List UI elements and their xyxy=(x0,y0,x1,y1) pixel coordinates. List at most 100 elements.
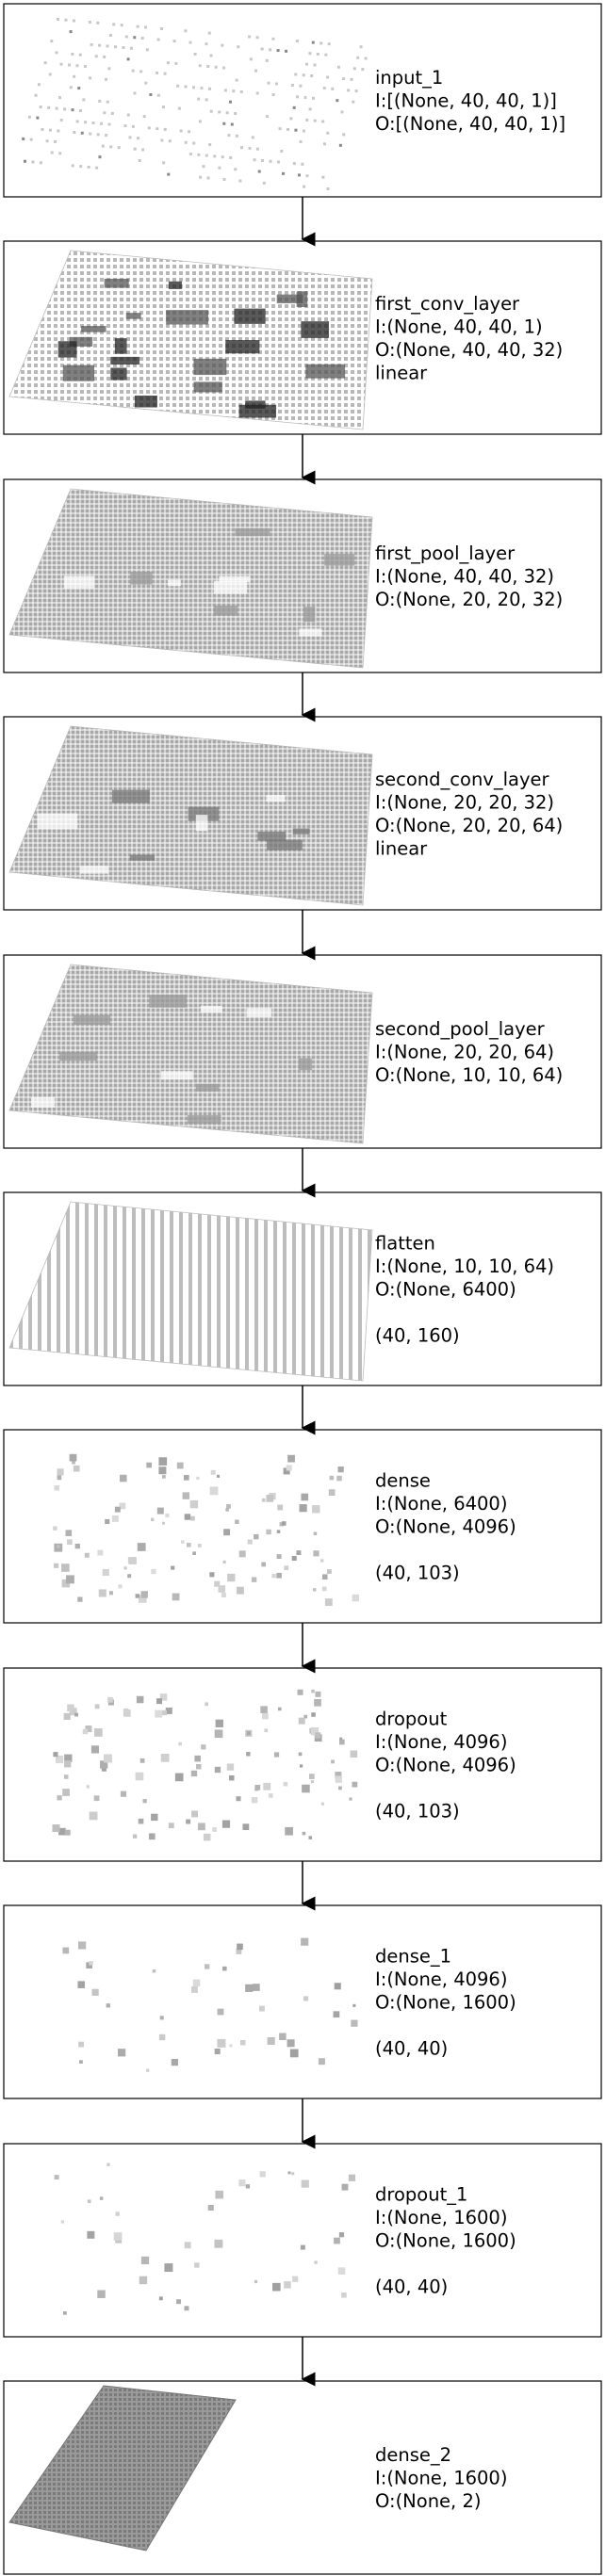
activation-cell xyxy=(206,176,210,180)
activation-cell xyxy=(310,74,314,77)
activation-cell xyxy=(191,1985,198,1993)
activation-cell xyxy=(291,2172,295,2176)
activation-cell xyxy=(134,395,157,408)
activation-cell xyxy=(209,1572,215,1578)
activation-cell xyxy=(50,151,54,154)
activation-cell xyxy=(60,2220,65,2224)
activation-cell xyxy=(98,99,102,103)
activation-cell xyxy=(95,166,99,170)
activation-cell xyxy=(63,1774,69,1779)
activation-cell xyxy=(34,93,38,97)
activation-cell xyxy=(79,165,83,169)
activation-cell xyxy=(74,1712,79,1717)
activation-cell xyxy=(39,105,42,109)
activation-cell xyxy=(251,136,254,139)
layer-detail: O:(None, 1600) xyxy=(375,1992,516,2014)
activation-cell xyxy=(327,42,331,46)
activation-cell xyxy=(96,133,100,137)
activation-cell xyxy=(155,1709,163,1718)
activation-cell xyxy=(238,2179,246,2187)
activation-cell xyxy=(168,281,182,289)
activation-cell xyxy=(182,1492,190,1499)
activation-cell xyxy=(336,99,339,103)
activation-cell xyxy=(90,42,93,46)
activation-cell xyxy=(158,1457,168,1466)
activation-cell xyxy=(189,1499,199,1509)
layer-panel: second_pool_layer I:(None, 20, 20, 64) O:(… xyxy=(3,954,602,1149)
activation-cell xyxy=(131,69,135,73)
activation-cell xyxy=(328,1489,336,1496)
layer-label: dropout_1 I:(None, 1600) O:(None, 1600) (40… xyxy=(375,2184,516,2298)
activation-cell xyxy=(302,129,305,133)
layer-name: dropout xyxy=(375,1709,448,1730)
activation-cell xyxy=(65,1530,73,1536)
activation-cell xyxy=(335,1772,342,1779)
activation-cell xyxy=(254,69,257,73)
activation-cell xyxy=(188,41,192,44)
activation-cell xyxy=(213,154,217,158)
activation-cell xyxy=(112,23,116,26)
activation-cell xyxy=(283,1781,288,1787)
activation-cell xyxy=(246,1730,252,1736)
layer-detail: O:(None, 2) xyxy=(375,2490,481,2512)
activation-cell xyxy=(27,115,31,119)
activation-cell xyxy=(184,2306,189,2311)
activation-cell xyxy=(101,1766,106,1772)
activation-cell xyxy=(320,1559,324,1563)
activation-cell xyxy=(276,49,280,53)
layer-detail: O:(None, 4096) xyxy=(375,1755,516,1776)
activation-cell xyxy=(90,1745,100,1754)
activation-cell xyxy=(184,140,188,144)
activation-cell xyxy=(339,1737,343,1741)
activation-cell xyxy=(23,159,26,163)
activation-cell xyxy=(125,313,141,319)
activation-cell xyxy=(171,2058,178,2066)
activation-cell xyxy=(221,1592,226,1598)
activation-cell xyxy=(237,45,240,49)
activation-cell xyxy=(107,122,111,126)
activation-cell xyxy=(338,143,342,147)
activation-cell xyxy=(117,146,121,150)
activation-cell xyxy=(71,52,74,56)
activation-cell xyxy=(104,278,129,288)
activation-cell xyxy=(64,1829,71,1836)
activation-cell xyxy=(352,67,356,71)
activation-cell xyxy=(263,1782,271,1790)
activation-cell xyxy=(120,1790,127,1797)
activation-cell xyxy=(226,1763,235,1771)
activation-cell xyxy=(301,162,304,166)
activation-cell xyxy=(238,179,242,183)
activation-cell xyxy=(249,57,253,61)
activation-cell xyxy=(129,46,133,50)
activation-cell xyxy=(105,1518,110,1525)
activation-cell xyxy=(97,1549,104,1556)
layer-panel: second_conv_layer I:(None, 20, 20, 32) O:(… xyxy=(3,716,602,911)
activation-cell xyxy=(144,25,148,29)
activation-cell xyxy=(341,2183,349,2191)
activation-cell xyxy=(300,2244,305,2250)
layer-name: dense_2 xyxy=(375,2444,451,2466)
activation-cell xyxy=(108,33,112,37)
activation-cell xyxy=(127,1574,132,1579)
activation-cell xyxy=(98,155,102,159)
activation-cell xyxy=(78,53,82,57)
activation-cell xyxy=(298,1752,303,1757)
activation-cell xyxy=(156,127,159,131)
activation-cell xyxy=(214,1729,223,1739)
layer-name: first_pool_layer xyxy=(375,543,516,564)
layer-panel: first_conv_layer I:(None, 40, 40, 1) O:(No… xyxy=(3,240,602,435)
activation-cell xyxy=(109,145,113,149)
activation-cell xyxy=(258,2005,265,2012)
activation-cell xyxy=(89,76,92,80)
layer-panel: dropout I:(None, 4096) O:(None, 4096) (40, … xyxy=(3,1667,602,1862)
activation-cell xyxy=(87,2230,95,2239)
activation-cell xyxy=(326,187,330,190)
activation-cell xyxy=(156,1698,162,1705)
activation-cell xyxy=(79,108,82,112)
layer-panel: dense_2 I:(None, 1600) O:(None, 2) xyxy=(3,2380,602,2575)
activation-cell xyxy=(176,1462,184,1469)
activation-cell xyxy=(156,38,160,41)
activation-cell xyxy=(88,21,91,24)
activation-cell xyxy=(333,2011,340,2018)
